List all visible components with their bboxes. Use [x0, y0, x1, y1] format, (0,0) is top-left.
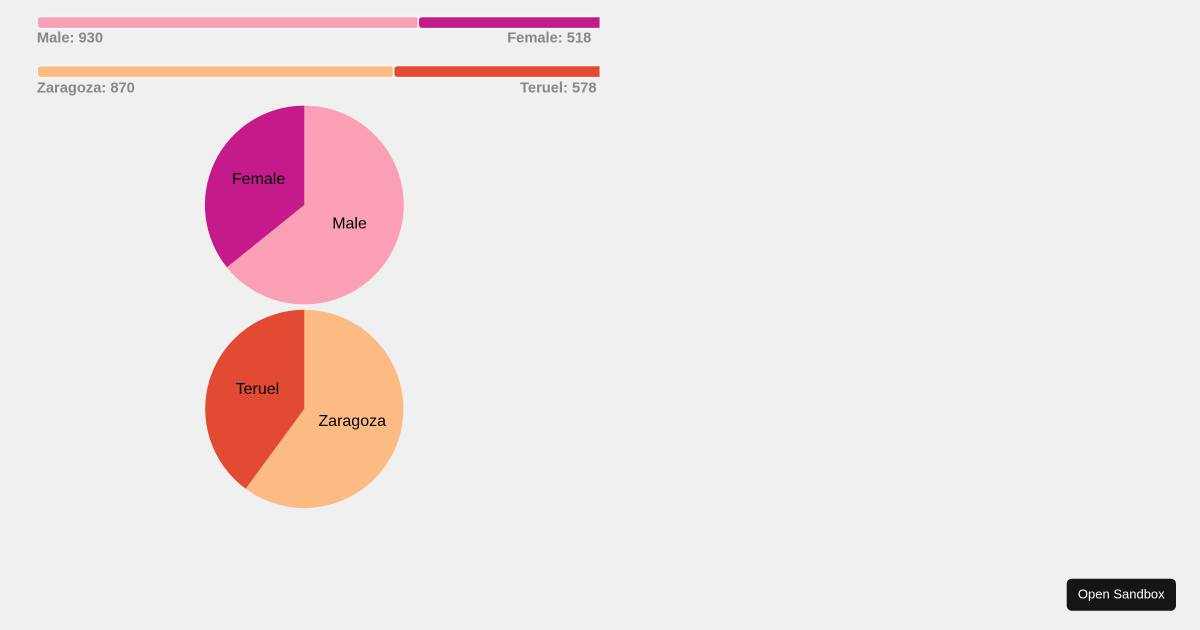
svg-text:Zaragoza: 870: Zaragoza: 870	[37, 80, 135, 96]
svg-text:Zaragoza: Zaragoza	[318, 413, 386, 430]
svg-text:Female: Female	[232, 171, 285, 188]
svg-text:Female: 518: Female: 518	[507, 30, 591, 46]
svg-text:Teruel: 578: Teruel: 578	[520, 80, 596, 96]
svg-text:Male: 930: Male: 930	[37, 30, 103, 46]
svg-text:Open Sandbox: Open Sandbox	[1078, 587, 1165, 602]
svg-text:Male: Male	[332, 215, 367, 232]
svg-text:Teruel: Teruel	[236, 381, 280, 398]
